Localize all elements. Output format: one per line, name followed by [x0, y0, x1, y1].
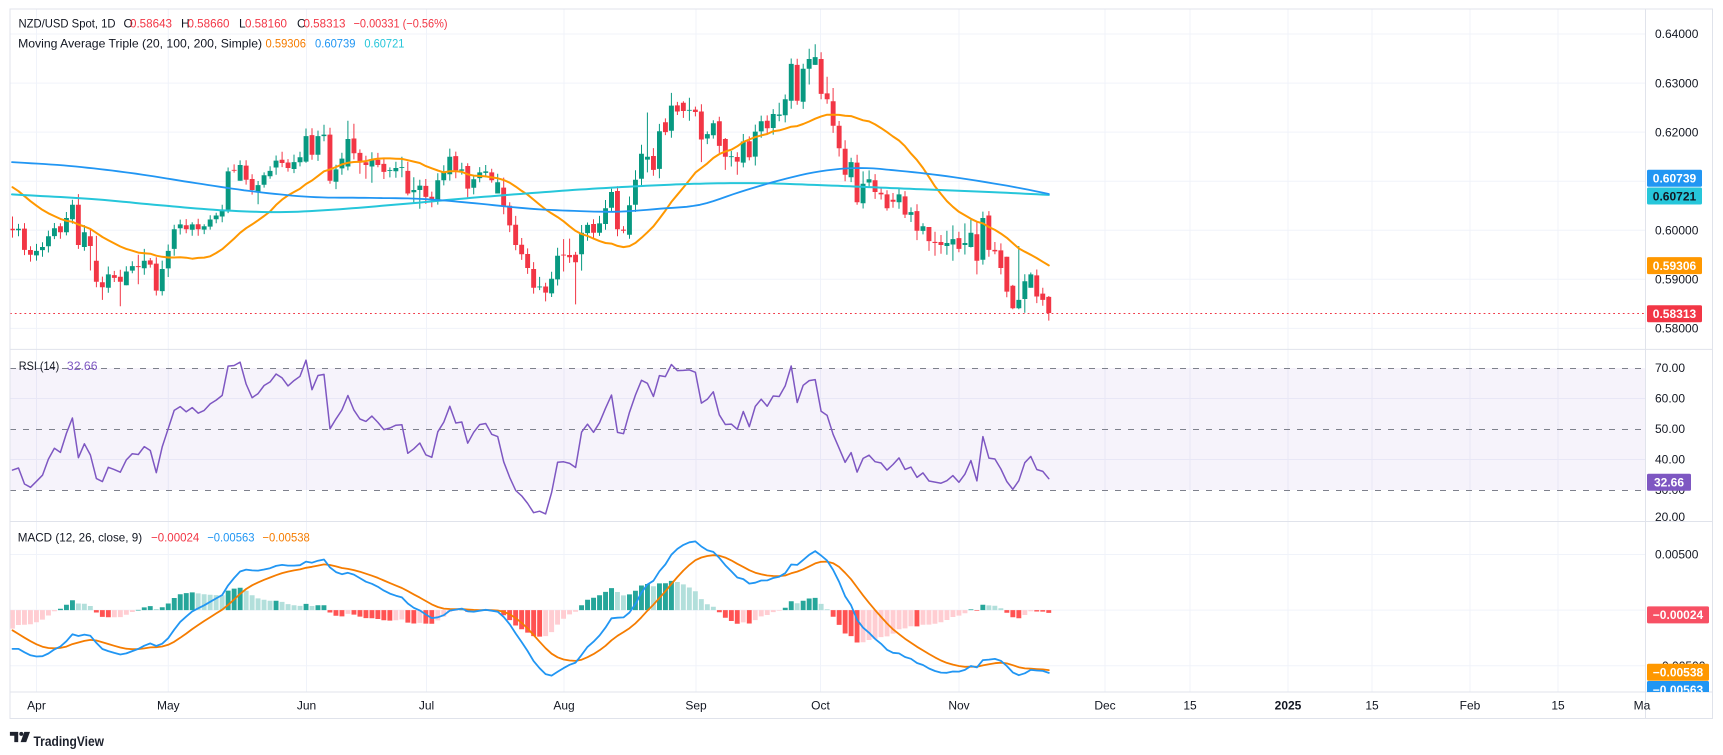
svg-text:MACD (12, 26, close, 9): MACD (12, 26, close, 9)	[18, 530, 142, 544]
svg-text:May: May	[157, 699, 180, 713]
svg-text:Jun: Jun	[297, 699, 316, 713]
svg-text:50.00: 50.00	[1655, 422, 1685, 436]
svg-text:Dec: Dec	[1094, 699, 1115, 713]
svg-text:0.60739: 0.60739	[315, 37, 356, 51]
svg-text:Oct: Oct	[811, 699, 830, 713]
svg-text:NZD/USD Spot, 1D: NZD/USD Spot, 1D	[19, 16, 116, 30]
svg-text:0.60721: 0.60721	[364, 37, 404, 51]
svg-text:20.00: 20.00	[1655, 510, 1685, 524]
svg-text:0.60739: 0.60739	[1653, 172, 1697, 186]
svg-text:Nov: Nov	[948, 699, 969, 713]
svg-text:0.60721: 0.60721	[1653, 189, 1697, 203]
svg-text:70.00: 70.00	[1655, 361, 1685, 375]
svg-text:15: 15	[1365, 699, 1379, 713]
svg-text:0.60000: 0.60000	[1655, 223, 1699, 237]
svg-text:0.58000: 0.58000	[1655, 322, 1699, 336]
svg-text:0.58643: 0.58643	[130, 16, 172, 30]
svg-text:L: L	[239, 16, 246, 30]
svg-text:TradingView: TradingView	[34, 733, 105, 749]
svg-text:RSI (14): RSI (14)	[19, 359, 59, 373]
svg-text:40.00: 40.00	[1655, 453, 1685, 467]
svg-text:32.66: 32.66	[1654, 476, 1684, 490]
svg-text:2025: 2025	[1275, 699, 1302, 713]
svg-text:0.64000: 0.64000	[1655, 27, 1699, 41]
svg-text:Sep: Sep	[685, 699, 707, 713]
svg-text:Apr: Apr	[27, 699, 46, 713]
svg-text:0.58660: 0.58660	[188, 16, 230, 30]
svg-text:−0.00331 (−0.56%): −0.00331 (−0.56%)	[354, 16, 448, 30]
svg-text:Moving Average Triple (20, 100: Moving Average Triple (20, 100, 200, Sim…	[18, 37, 262, 51]
svg-text:0.62000: 0.62000	[1655, 125, 1699, 139]
svg-text:Aug: Aug	[553, 699, 574, 713]
svg-text:−0.00563: −0.00563	[1653, 683, 1704, 697]
svg-text:32.66: 32.66	[67, 359, 98, 373]
svg-text:−0.00563: −0.00563	[207, 530, 255, 544]
svg-text:0.59000: 0.59000	[1655, 273, 1699, 287]
svg-text:0.63000: 0.63000	[1655, 76, 1699, 90]
svg-text:15: 15	[1183, 699, 1197, 713]
svg-text:Jul: Jul	[419, 699, 434, 713]
svg-text:O: O	[124, 16, 133, 30]
svg-text:C: C	[297, 16, 306, 30]
svg-text:0.58160: 0.58160	[245, 16, 287, 30]
svg-text:0.58313: 0.58313	[304, 16, 346, 30]
svg-text:0.58313: 0.58313	[1653, 307, 1697, 321]
svg-text:H: H	[181, 16, 190, 30]
svg-text:0.00500: 0.00500	[1655, 548, 1699, 562]
svg-text:15: 15	[1551, 699, 1565, 713]
svg-text:−0.00024: −0.00024	[151, 530, 200, 544]
svg-text:Ma: Ma	[1634, 699, 1651, 713]
svg-text:0.59306: 0.59306	[1653, 259, 1697, 273]
svg-text:−0.00538: −0.00538	[1653, 666, 1704, 680]
svg-text:0.59306: 0.59306	[266, 37, 307, 51]
svg-text:Feb: Feb	[1460, 699, 1481, 713]
svg-text:−0.00024: −0.00024	[1653, 608, 1704, 622]
svg-text:−0.00538: −0.00538	[262, 530, 310, 544]
svg-text:60.00: 60.00	[1655, 392, 1685, 406]
